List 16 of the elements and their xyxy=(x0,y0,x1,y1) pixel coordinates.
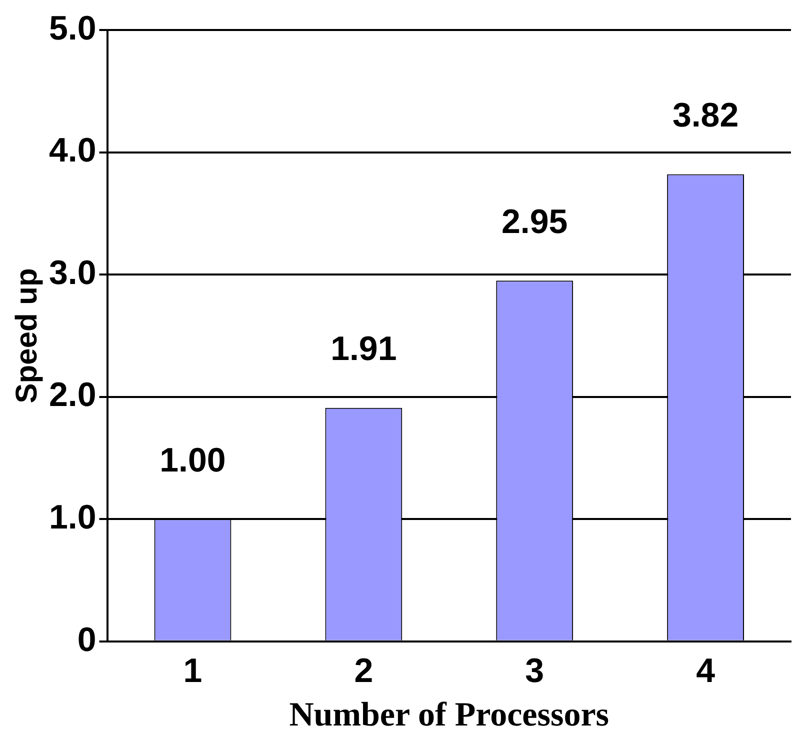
x-axis-title: Number of Processors xyxy=(289,696,610,734)
y-tick-label: 0 xyxy=(77,620,96,659)
y-tick-label: 4.0 xyxy=(49,132,96,170)
y-tick-label: 3.0 xyxy=(49,254,96,292)
data-label: 1.00 xyxy=(160,441,226,480)
y-tick-label: 1.0 xyxy=(49,498,96,536)
x-tick-label: 4 xyxy=(696,652,716,690)
data-label: 2.95 xyxy=(502,203,568,242)
y-tick-label: 5.0 xyxy=(49,9,96,48)
y-axis-title: Speed up xyxy=(10,268,44,404)
y-tick-label: 2.0 xyxy=(49,376,96,414)
data-label: 3.82 xyxy=(672,96,739,135)
x-tick-label: 1 xyxy=(183,652,202,690)
data-label: 1.91 xyxy=(330,330,397,368)
x-tick-label: 2 xyxy=(354,652,374,690)
x-tick-label: 3 xyxy=(525,652,544,690)
